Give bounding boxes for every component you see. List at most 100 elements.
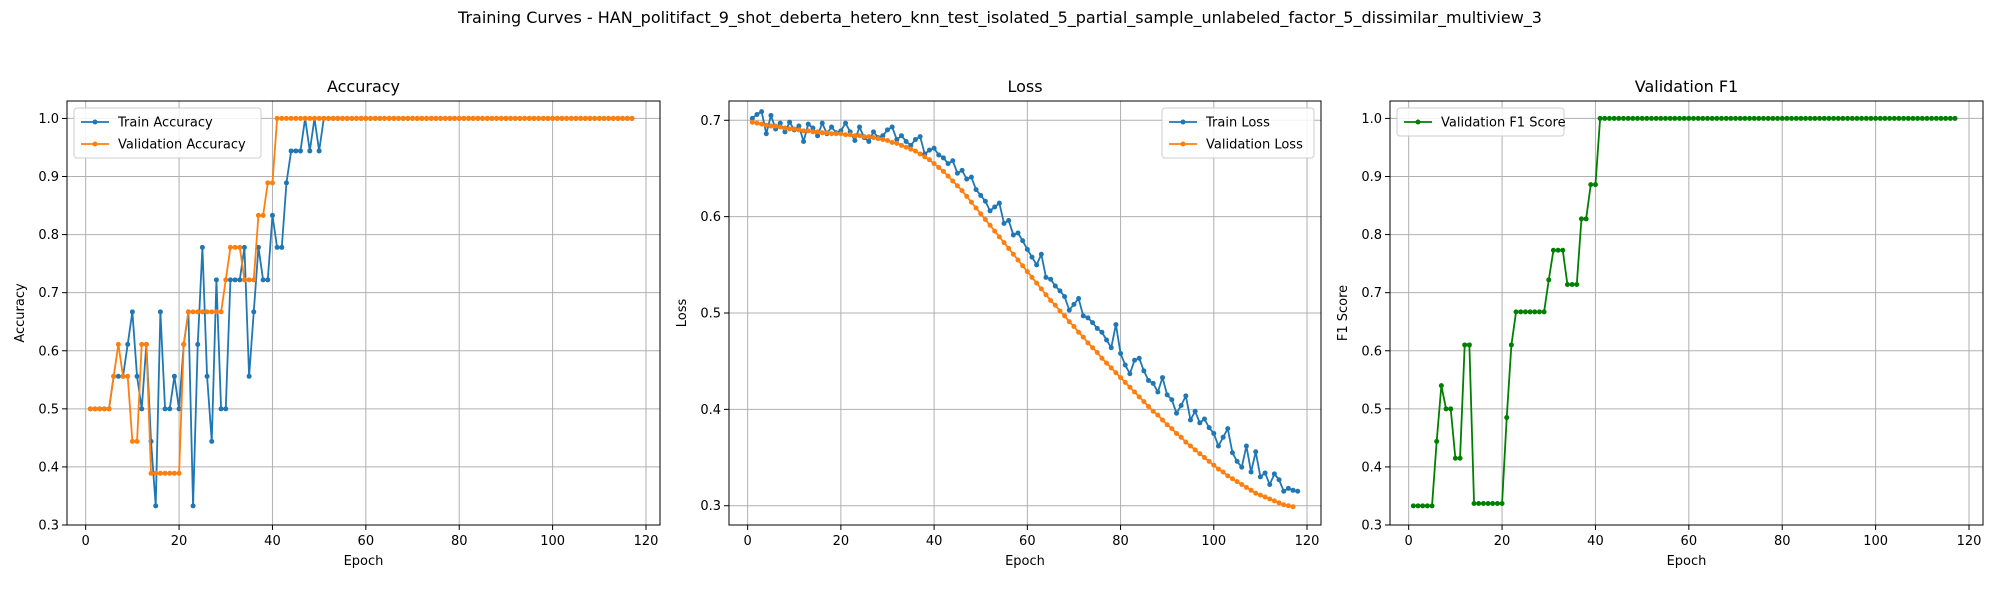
data-point: [176, 406, 182, 412]
data-point: [908, 142, 914, 148]
data-point: [1215, 443, 1221, 449]
data-point: [1220, 434, 1226, 440]
data-point: [265, 277, 271, 283]
data-point: [1854, 115, 1860, 121]
data-point: [1476, 501, 1482, 507]
x-axis-label: Epoch: [1005, 554, 1045, 569]
data-point: [1290, 504, 1296, 510]
x-tick-label: 100: [1863, 534, 1888, 549]
data-point: [372, 115, 378, 121]
data-point: [1644, 115, 1650, 121]
data-point: [1709, 115, 1715, 121]
data-point: [1443, 406, 1449, 412]
data-point: [1905, 115, 1911, 121]
data-point: [363, 115, 369, 121]
data-point: [1020, 263, 1026, 269]
data-point: [1281, 502, 1287, 508]
data-point: [1826, 115, 1832, 121]
data-point: [1466, 342, 1472, 348]
data-point: [213, 277, 219, 283]
x-axis-label: Epoch: [344, 554, 384, 569]
x-tick-label: 80: [1112, 534, 1129, 549]
data-point: [912, 137, 918, 143]
data-point: [1462, 342, 1468, 348]
data-point: [1080, 313, 1086, 319]
data-point: [1574, 282, 1580, 288]
data-point: [452, 115, 458, 121]
data-point: [153, 503, 159, 509]
data-point: [1952, 115, 1958, 121]
data-point: [978, 192, 984, 198]
data-point: [884, 138, 890, 144]
data-point: [209, 309, 215, 315]
y-tick-label: 0.9: [38, 170, 59, 185]
data-point: [992, 228, 998, 234]
data-point: [815, 129, 821, 135]
data-point: [1747, 115, 1753, 121]
data-point: [190, 503, 196, 509]
data-point: [185, 309, 191, 315]
data-point: [564, 115, 570, 121]
data-point: [1267, 482, 1273, 488]
data-point: [1714, 115, 1720, 121]
data-point: [1597, 115, 1603, 121]
data-point: [1564, 282, 1570, 288]
data-point: [1183, 393, 1189, 399]
data-point: [992, 204, 998, 210]
data-point: [139, 406, 145, 412]
data-point: [1271, 471, 1277, 477]
x-tick-label: 100: [540, 534, 565, 549]
data-point: [880, 137, 886, 143]
data-point: [852, 138, 858, 144]
data-point: [246, 373, 252, 379]
data-point: [1271, 498, 1277, 504]
x-tick-label: 60: [1019, 534, 1036, 549]
data-point: [749, 115, 755, 121]
data-point: [1085, 315, 1091, 321]
data-point: [1010, 232, 1016, 238]
data-point: [1090, 345, 1096, 351]
data-point: [1024, 269, 1030, 275]
data-point: [1751, 115, 1757, 121]
data-point: [1901, 115, 1907, 121]
data-point: [1639, 115, 1645, 121]
data-point: [1006, 217, 1012, 223]
data-point: [269, 212, 275, 218]
data-point: [1555, 247, 1561, 253]
data-point: [316, 115, 322, 121]
data-point: [1546, 277, 1552, 283]
data-point: [1938, 115, 1944, 121]
data-point: [1239, 482, 1245, 488]
data-point: [1178, 403, 1184, 409]
x-tick-label: 40: [1587, 534, 1604, 549]
data-point: [1066, 307, 1072, 313]
data-point: [386, 115, 392, 121]
data-point: [1262, 470, 1268, 476]
data-point: [1066, 319, 1072, 325]
data-point: [293, 148, 299, 154]
data-point: [554, 115, 560, 121]
data-point: [629, 115, 635, 121]
data-point: [316, 148, 322, 154]
data-point: [1253, 449, 1259, 455]
data-point: [1550, 247, 1556, 253]
legend-box: [1161, 107, 1315, 159]
data-point: [996, 200, 1002, 206]
y-tick-label: 0.4: [700, 403, 721, 418]
legend-label: Validation Accuracy: [118, 138, 246, 153]
data-point: [894, 140, 900, 146]
data-point: [945, 173, 951, 179]
data-point: [1010, 251, 1016, 257]
plot-frame: [66, 100, 661, 526]
data-point: [297, 148, 303, 154]
data-point: [1290, 487, 1296, 493]
data-point: [805, 121, 811, 127]
data-point: [1504, 415, 1510, 421]
data-point: [573, 115, 579, 121]
data-point: [1225, 426, 1231, 432]
data-point: [1863, 115, 1869, 121]
data-point: [801, 128, 807, 134]
data-point: [1257, 492, 1263, 498]
data-point: [1267, 496, 1273, 502]
